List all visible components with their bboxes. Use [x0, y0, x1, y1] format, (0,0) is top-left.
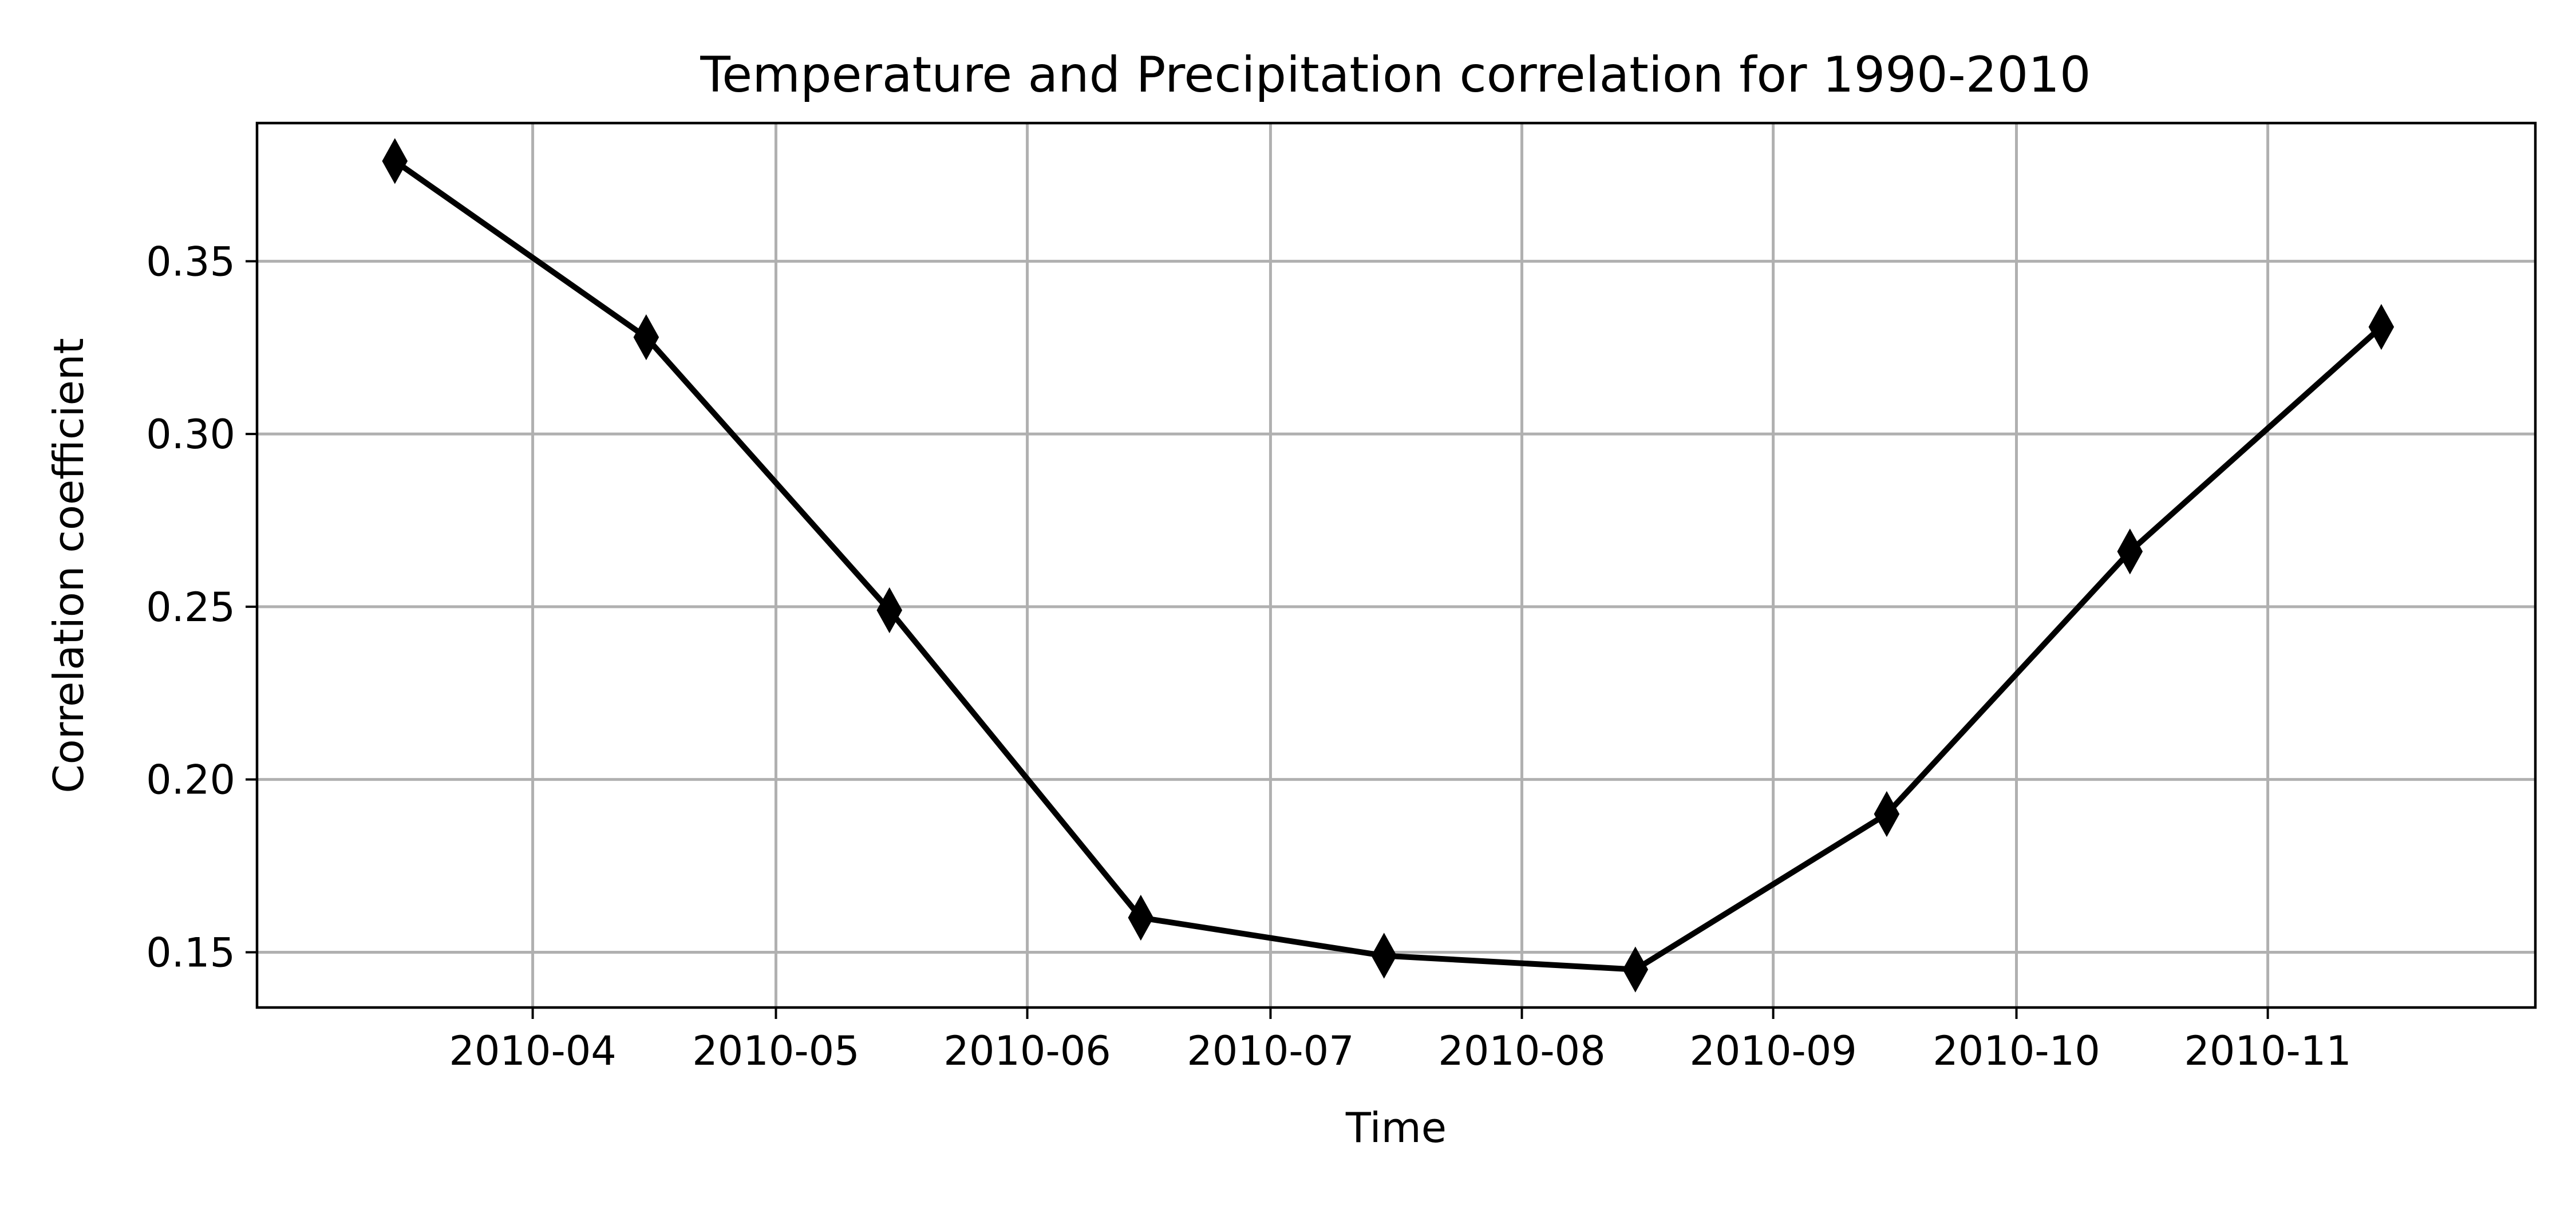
y-tick-label: 0.25: [146, 584, 235, 631]
data-point-marker: [1128, 894, 1154, 941]
y-axis-ticks: 0.15 0.20 0.25 0.30 0.35: [146, 238, 257, 976]
x-tick-label: 2010-09: [1689, 1028, 1856, 1074]
data-point-marker: [382, 138, 408, 184]
grid: [257, 123, 2535, 1008]
data-point-marker: [1371, 933, 1397, 979]
x-tick-label: 2010-08: [1438, 1028, 1605, 1074]
y-tick-label: 0.20: [146, 757, 235, 804]
x-tick-label: 2010-04: [449, 1028, 616, 1074]
x-tick-label: 2010-11: [2184, 1028, 2351, 1074]
x-tick-label: 2010-10: [1933, 1028, 2100, 1074]
y-tick-label: 0.30: [146, 411, 235, 458]
x-tick-label: 2010-06: [943, 1028, 1111, 1074]
y-axis-label: Correlation coefficient: [45, 338, 93, 793]
x-tick-label: 2010-07: [1187, 1028, 1354, 1074]
data-point-marker: [876, 587, 903, 634]
data-point-marker: [1874, 791, 1900, 837]
x-axis-label: Time: [1345, 1104, 1447, 1152]
y-tick-label: 0.15: [146, 929, 235, 976]
data-point-marker: [2368, 303, 2395, 350]
x-tick-label: 2010-05: [692, 1028, 859, 1074]
plot-frame: [255, 121, 2537, 1009]
series-group: [382, 138, 2395, 993]
data-point-marker: [2117, 528, 2143, 575]
x-axis-ticks: 2010-04 2010-05 2010-06 2010-07 2010-08 2010-…: [449, 1008, 2352, 1074]
data-point-marker: [633, 314, 659, 361]
y-tick-label: 0.35: [146, 238, 235, 285]
data-point-marker: [1622, 946, 1649, 993]
chart-title: Temperature and Precipitation correlatio…: [700, 46, 2091, 104]
